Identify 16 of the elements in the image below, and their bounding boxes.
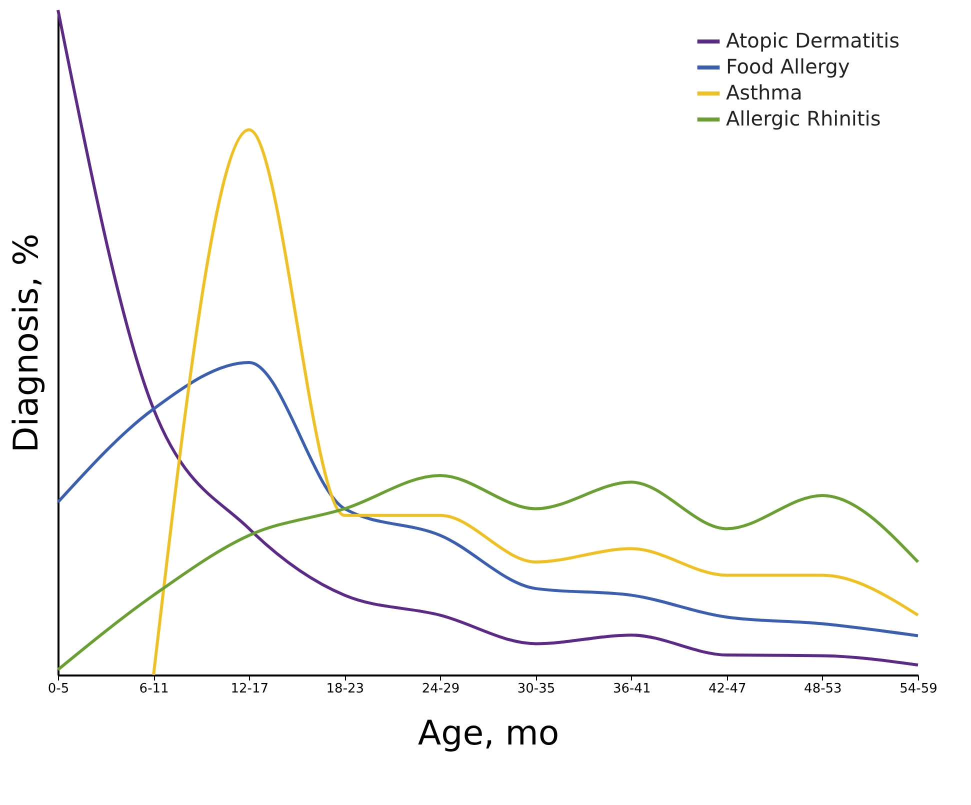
y-axis-title: Diagnosis, % xyxy=(6,233,46,453)
legend-label: Food Allergy xyxy=(726,54,850,78)
x-tick-label: 36-41 xyxy=(612,682,651,696)
x-axis-title: Age, mo xyxy=(418,714,560,754)
x-tick-label: 48-53 xyxy=(804,682,842,696)
x-tick-label: 6-11 xyxy=(139,682,169,696)
legend-label: Asthma xyxy=(726,80,802,104)
x-tick-label: 18-23 xyxy=(326,682,364,696)
x-tick-label: 0-5 xyxy=(48,682,70,696)
x-tick-label: 42-47 xyxy=(708,682,746,696)
x-tick-label: 30-35 xyxy=(517,682,556,696)
legend-label: Atopic Dermatitis xyxy=(726,28,900,52)
x-tick-label: 12-17 xyxy=(230,682,268,696)
x-tick-label: 54-59 xyxy=(900,682,938,696)
x-tick-label: 24-29 xyxy=(422,682,460,696)
legend-label: Allergic Rhinitis xyxy=(726,106,881,130)
